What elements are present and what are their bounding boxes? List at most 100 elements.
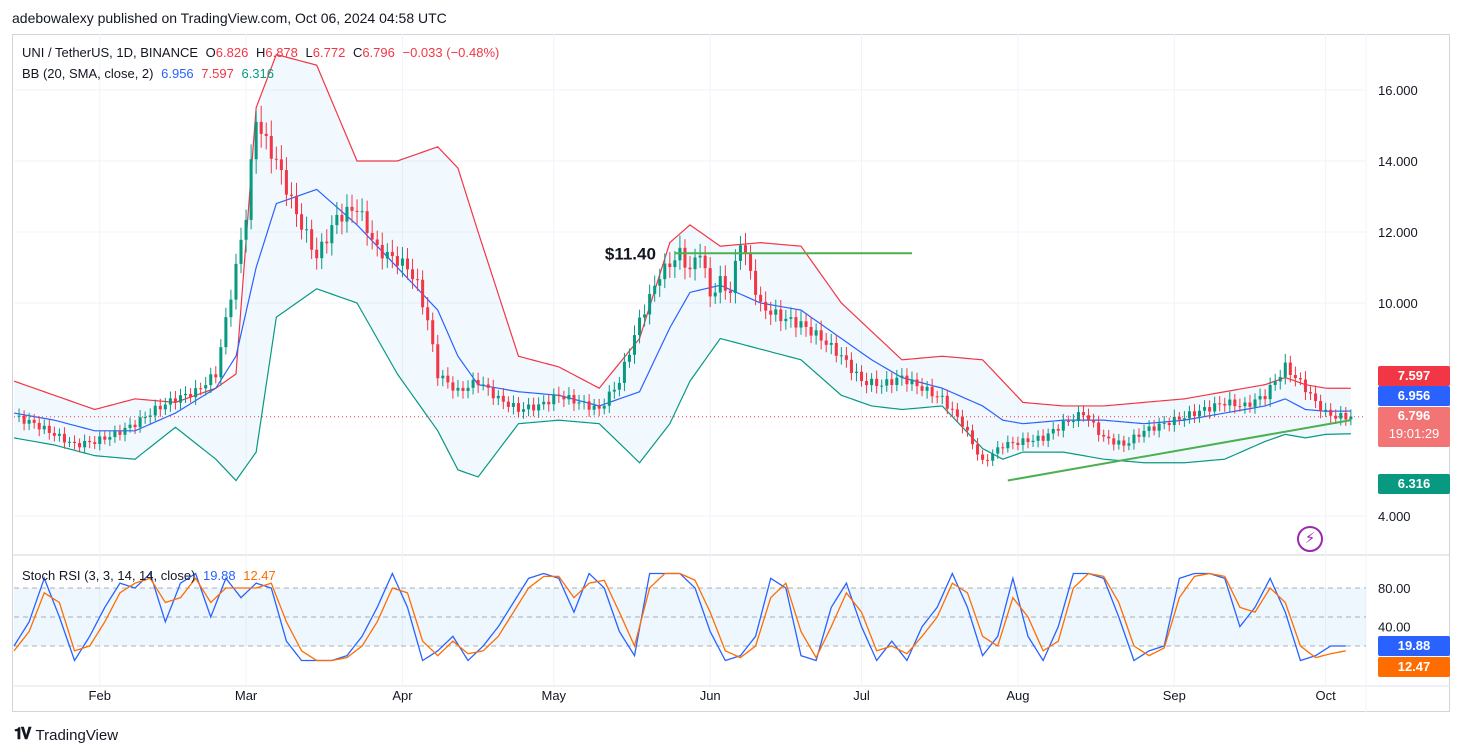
candle-body: [123, 427, 127, 435]
candle-body: [638, 317, 642, 336]
candle-body: [885, 379, 889, 386]
candle-body: [809, 326, 813, 336]
candle-body: [668, 263, 672, 268]
candle-body: [1041, 435, 1045, 441]
candle-body: [259, 121, 263, 134]
candle-body: [254, 121, 258, 160]
candle-body: [814, 330, 818, 336]
candle-body: [209, 374, 213, 386]
candle-body: [138, 417, 142, 428]
candle-body: [98, 436, 102, 444]
candle-body: [527, 404, 531, 410]
candle-body: [865, 381, 869, 386]
time-axis-tick: Jun: [700, 688, 721, 703]
candle-body: [935, 396, 939, 398]
candle-body: [597, 405, 601, 409]
candle-body: [900, 375, 904, 378]
candle-body: [360, 211, 364, 213]
candle-body: [229, 299, 233, 318]
candle-body: [819, 330, 823, 341]
stoch-k-price-tag: 19.88: [1378, 636, 1450, 656]
candle-body: [839, 355, 843, 357]
candle-body: [875, 378, 879, 387]
ohlc-close: C6.796: [352, 45, 395, 60]
candle-body: [1268, 384, 1272, 400]
lightning-icon[interactable]: ⚡: [1297, 526, 1323, 552]
candle-body: [274, 158, 278, 160]
candle-body: [1152, 426, 1156, 431]
candle-body: [622, 361, 626, 383]
bb-upper-value: 7.597: [201, 66, 234, 81]
candle-body: [32, 419, 36, 423]
candle-body: [794, 317, 798, 328]
candle-body: [617, 382, 621, 390]
candle-body: [83, 440, 87, 448]
time-axis-tick: Aug: [1006, 688, 1029, 703]
candle-body: [562, 396, 566, 400]
time-axis-tick: Apr: [392, 688, 413, 703]
ohlc-low: L6.772: [305, 45, 346, 60]
candle-body: [113, 431, 117, 438]
bb-legend: BB (20, SMA, close, 2) 6.956 7.597 6.316: [22, 66, 278, 81]
candle-body: [607, 391, 611, 406]
candle-body: [986, 459, 990, 461]
candle-body: [708, 268, 712, 297]
bb-label[interactable]: BB (20, SMA, close, 2): [22, 66, 154, 81]
candle-body: [395, 256, 399, 266]
candle-body: [1061, 420, 1065, 431]
candle-body: [501, 395, 505, 402]
candle-body: [759, 294, 763, 302]
candle-body: [920, 386, 924, 391]
candle-body: [658, 279, 662, 286]
candle-body: [27, 419, 31, 424]
published-by-header: adebowalexy published on TradingView.com…: [12, 10, 447, 26]
candle-body: [143, 416, 147, 418]
candle-body: [73, 441, 77, 444]
candle-body: [1283, 362, 1287, 377]
candle-body: [693, 257, 697, 270]
candle-body: [648, 293, 652, 315]
candle-body: [62, 433, 66, 443]
candle-body: [345, 206, 349, 222]
candle-body: [294, 195, 299, 215]
candle-body: [310, 229, 314, 250]
candle-body: [1303, 379, 1307, 393]
candle-body: [37, 422, 41, 430]
candle-body: [189, 393, 193, 398]
candle-body: [627, 354, 631, 362]
candle-body: [491, 387, 495, 399]
price-axis-tick: 14.000: [1378, 154, 1418, 169]
candle-body: [1182, 418, 1186, 420]
candle-body: [930, 386, 934, 397]
candle-body: [1081, 412, 1086, 416]
bb-lower-value: 6.316: [241, 66, 275, 81]
candle-body: [244, 219, 248, 240]
candle-body: [163, 404, 167, 410]
candle-body: [52, 432, 56, 436]
candle-body: [955, 409, 959, 417]
price-axis-tick: 10.000: [1378, 296, 1418, 311]
symbol-label[interactable]: UNI / TetherUS, 1D, BINANCE: [22, 45, 199, 60]
candle-body: [133, 424, 137, 428]
candle-body: [1172, 416, 1176, 426]
candle-body: [194, 388, 198, 398]
candle-body: [516, 403, 520, 412]
stoch-k-value: 19.88: [203, 568, 236, 583]
resistance-level-label: $11.40: [605, 244, 656, 263]
candle-body: [385, 251, 389, 259]
candle-body: [305, 229, 309, 231]
candle-body: [1142, 430, 1146, 437]
time-axis-tick: Mar: [235, 688, 258, 703]
candle-body: [653, 285, 657, 294]
candle-body: [632, 335, 637, 355]
stoch-label[interactable]: Stoch RSI (3, 3, 14, 14, close): [22, 568, 196, 583]
candle-body: [1339, 413, 1343, 419]
stoch-d-line: [13, 572, 1346, 662]
candle-body: [57, 433, 61, 436]
candle-body: [703, 255, 707, 269]
candle-body: [400, 258, 404, 266]
stoch-axis-tick: 40.00: [1378, 620, 1411, 635]
candle-body: [1031, 440, 1035, 443]
candle-body: [824, 340, 828, 345]
